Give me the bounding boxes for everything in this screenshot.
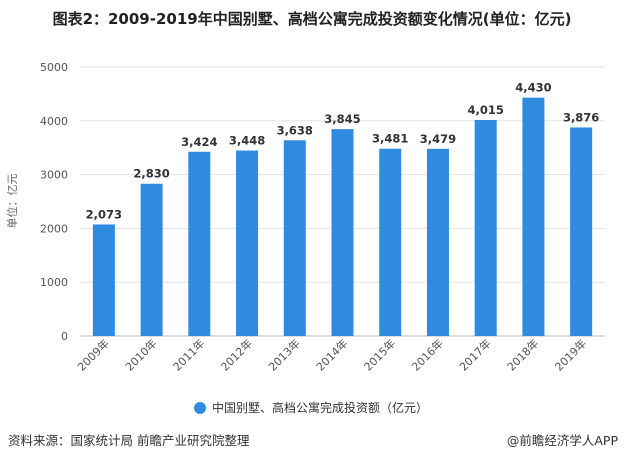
data-label: 4,430 [515, 81, 551, 95]
legend: 中国别墅、高档公寓完成投资额（亿元） [194, 400, 428, 415]
bar [522, 97, 545, 336]
bar [474, 119, 497, 336]
bar [570, 127, 593, 337]
bar [331, 129, 354, 336]
bar [236, 150, 259, 336]
data-label: 3,481 [372, 132, 408, 146]
x-tick-label: 2009年 [75, 336, 112, 373]
y-tick-label: 1000 [40, 276, 68, 289]
y-tick-label: 0 [61, 330, 68, 343]
x-tick-label: 2017年 [456, 336, 493, 373]
data-label: 3,876 [563, 110, 599, 124]
data-label: 2,073 [86, 207, 122, 221]
data-label: 3,424 [181, 135, 217, 149]
x-tick-label: 2010年 [122, 336, 159, 373]
credit: @前瞻经济学人APP [506, 433, 618, 448]
bar [379, 148, 402, 336]
bar [188, 151, 211, 336]
x-tick-label: 2012年 [218, 336, 255, 373]
data-label: 3,479 [420, 132, 456, 146]
source-note: 资料来源：国家统计局 前瞻产业研究院整理 [8, 433, 250, 448]
y-tick-label: 4000 [40, 115, 68, 128]
y-tick-label: 5000 [40, 61, 68, 74]
chart-title: 图表2：2009-2019年中国别墅、高档公寓完成投资额变化情况(单位：亿元) [52, 10, 572, 28]
data-label: 3,448 [229, 133, 265, 147]
x-tick-label: 2015年 [361, 336, 398, 373]
y-tick-label: 3000 [40, 169, 68, 182]
x-tick-label: 2018年 [504, 336, 541, 373]
data-label: 2,830 [133, 167, 169, 181]
x-tick-label: 2016年 [409, 336, 446, 373]
data-label: 3,845 [324, 112, 360, 126]
data-label: 4,015 [467, 103, 503, 117]
bar [92, 224, 115, 336]
bar [426, 148, 449, 336]
x-tick-label: 2019年 [552, 336, 589, 373]
legend-marker [194, 402, 206, 414]
legend-label: 中国别墅、高档公寓完成投资额（亿元） [212, 400, 428, 415]
bar [140, 183, 163, 336]
y-tick-label: 2000 [40, 222, 68, 235]
x-tick-label: 2013年 [265, 336, 302, 373]
y-axis-label: 单位：亿元 [5, 174, 19, 229]
bar [283, 140, 306, 336]
x-tick-label: 2014年 [313, 336, 350, 373]
data-label: 3,638 [277, 123, 313, 137]
x-tick-label: 2011年 [170, 336, 207, 373]
